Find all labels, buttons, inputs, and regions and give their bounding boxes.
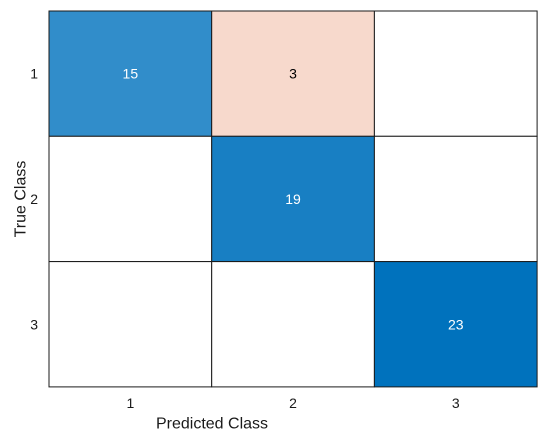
matrix-cell bbox=[373, 261, 538, 388]
x-axis-ticks: 1 2 3 bbox=[126, 395, 459, 411]
x-tick-label: 2 bbox=[289, 395, 297, 411]
matrix-cell bbox=[48, 135, 213, 263]
matrix-cell bbox=[211, 261, 375, 388]
matrix-cell bbox=[211, 10, 375, 137]
matrix-cell bbox=[48, 10, 213, 137]
matrix-cell bbox=[373, 135, 538, 263]
cell-value-label: 23 bbox=[448, 316, 464, 332]
matrix-cell bbox=[48, 261, 213, 388]
matrix-cells bbox=[48, 10, 538, 388]
y-tick-label: 1 bbox=[30, 66, 38, 82]
y-tick-label: 2 bbox=[30, 191, 38, 207]
cell-value-label: 15 bbox=[123, 66, 139, 82]
matrix-cell bbox=[373, 10, 538, 137]
matrix-cell-labels: 15 3 19 23 bbox=[123, 66, 464, 333]
y-axis-title: True Class bbox=[13, 161, 30, 238]
x-tick-label: 1 bbox=[126, 395, 134, 411]
y-axis-ticks: 1 2 3 bbox=[30, 66, 38, 333]
x-axis-title: Predicted Class bbox=[156, 416, 268, 433]
cell-value-label: 3 bbox=[289, 66, 297, 82]
cell-value-label: 19 bbox=[285, 191, 301, 207]
y-tick-label: 3 bbox=[30, 316, 38, 332]
x-tick-label: 3 bbox=[452, 395, 460, 411]
matrix-cell bbox=[211, 135, 375, 263]
